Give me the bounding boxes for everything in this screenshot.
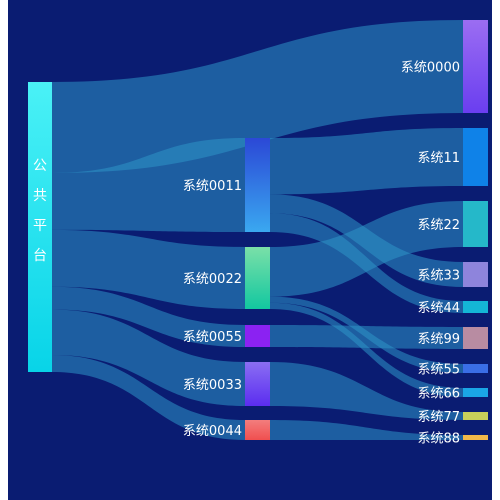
node-label-系统22: 系统22: [417, 218, 460, 233]
node-label-系统0011: 系统0011: [183, 179, 242, 194]
node-label-系统44: 系统44: [417, 301, 460, 316]
node-系统33[interactable]: [463, 262, 488, 287]
link-公共平台-系统0022[interactable]: [52, 229, 245, 309]
link-系统0011-系统11[interactable]: [270, 128, 463, 195]
node-label-系统33: 系统33: [417, 269, 460, 284]
node-系统0022[interactable]: [245, 247, 270, 309]
link-公共平台-系统0044[interactable]: [52, 354, 245, 440]
node-系统55[interactable]: [463, 364, 488, 373]
nodes-layer: [28, 20, 488, 440]
node-label-系统0044: 系统0044: [183, 424, 242, 439]
node-label-系统88: 系统88: [417, 432, 460, 447]
node-系统11[interactable]: [463, 128, 488, 186]
node-label-系统0022: 系统0022: [183, 272, 242, 287]
node-公共平台[interactable]: [28, 82, 52, 372]
node-label-系统11: 系统11: [417, 151, 460, 166]
link-系统0044-系统88[interactable]: [270, 420, 463, 440]
node-label-系统99: 系统99: [417, 332, 460, 347]
node-label-系统0055: 系统0055: [183, 330, 242, 345]
node-系统44[interactable]: [463, 301, 488, 313]
node-系统0055[interactable]: [245, 325, 270, 347]
node-系统0000[interactable]: [463, 20, 488, 113]
link-系统0033-系统77[interactable]: [270, 362, 463, 420]
node-系统0011[interactable]: [245, 138, 270, 232]
node-系统22[interactable]: [463, 201, 488, 247]
node-系统88[interactable]: [463, 435, 488, 440]
links-layer: [52, 20, 463, 440]
node-系统0033[interactable]: [245, 362, 270, 406]
link-公共平台-系统0011[interactable]: [52, 138, 245, 232]
node-系统0044[interactable]: [245, 420, 270, 440]
node-系统66[interactable]: [463, 388, 488, 397]
node-系统99[interactable]: [463, 327, 488, 349]
node-label-系统0000: 系统0000: [401, 61, 460, 76]
link-公共平台-系统0033[interactable]: [52, 309, 245, 406]
node-系统77[interactable]: [463, 412, 488, 420]
node-label-系统0033: 系统0033: [183, 378, 242, 393]
labels-layer: 公共平台 系统0011 系统0022 系统0055 系统0033 系统0044 系统0000…: [33, 61, 460, 447]
link-公共平台-系统0000[interactable]: [52, 20, 463, 173]
node-label-系统66: 系统66: [417, 387, 460, 402]
link-系统0022-系统22[interactable]: [270, 201, 463, 297]
link-公共平台-系统0055[interactable]: [52, 286, 245, 347]
node-label-公共平台: 公共平台: [33, 158, 47, 264]
link-系统0022-系统66[interactable]: [270, 302, 463, 397]
node-label-系统77: 系统77: [417, 410, 460, 425]
link-系统0055-系统99[interactable]: [270, 325, 463, 349]
node-label-系统55: 系统55: [417, 363, 460, 378]
